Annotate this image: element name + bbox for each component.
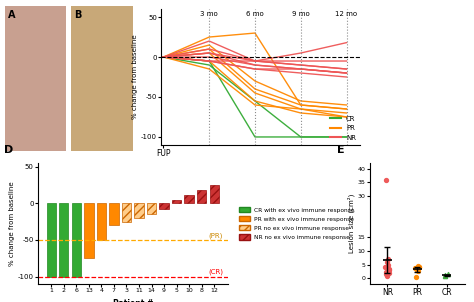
Y-axis label: Lesion size (cm²): Lesion size (cm²): [347, 194, 355, 253]
Y-axis label: % change from baseline: % change from baseline: [9, 181, 15, 266]
Point: [441, 274, 449, 279]
Text: 6 mo: 6 mo: [246, 11, 264, 18]
Point: [382, 272, 390, 277]
Point: [383, 273, 391, 278]
Bar: [72, 203, 81, 277]
Point: [383, 260, 390, 265]
Point: [385, 268, 393, 273]
Point: [384, 262, 392, 267]
Bar: [59, 203, 68, 277]
Point: [382, 177, 390, 182]
Point: [441, 273, 449, 278]
Text: (PR): (PR): [209, 232, 223, 239]
Point: [414, 264, 421, 268]
Bar: [84, 203, 93, 258]
Y-axis label: % change from baseline: % change from baseline: [132, 35, 138, 119]
Text: 3 mo: 3 mo: [201, 11, 218, 18]
Text: (CR): (CR): [208, 269, 223, 275]
Text: E: E: [337, 146, 344, 156]
Bar: [134, 203, 144, 218]
Point: [415, 265, 423, 269]
Bar: [46, 203, 56, 277]
Bar: [122, 203, 131, 222]
Point: [385, 256, 392, 261]
Text: 12 mo: 12 mo: [336, 11, 357, 18]
X-axis label: Patient #: Patient #: [112, 299, 153, 302]
Text: A: A: [8, 10, 15, 21]
Point: [413, 266, 421, 271]
Point: [415, 265, 422, 270]
Bar: [172, 200, 181, 203]
Text: B: B: [74, 10, 82, 21]
Text: 9 mo: 9 mo: [292, 11, 310, 18]
Point: [385, 266, 393, 271]
Bar: [184, 194, 194, 203]
Bar: [109, 203, 118, 225]
Point: [382, 269, 389, 274]
Bar: [210, 185, 219, 203]
Point: [441, 273, 448, 278]
Point: [385, 271, 393, 275]
Bar: [159, 203, 169, 209]
Point: [414, 268, 422, 273]
Legend: CR with ex vivo immune response, PR with ex vivo immune response, PR no ex vivo : CR with ex vivo immune response, PR with…: [237, 205, 357, 242]
Bar: [147, 203, 156, 214]
Bar: [197, 190, 206, 203]
Point: [444, 272, 452, 277]
Point: [413, 268, 421, 273]
Legend: CR, PR, NR: CR, PR, NR: [328, 113, 359, 143]
Point: [412, 275, 419, 279]
Point: [411, 265, 419, 270]
Point: [413, 267, 421, 272]
Point: [382, 265, 389, 269]
Text: D: D: [4, 146, 13, 156]
Bar: [97, 203, 106, 240]
